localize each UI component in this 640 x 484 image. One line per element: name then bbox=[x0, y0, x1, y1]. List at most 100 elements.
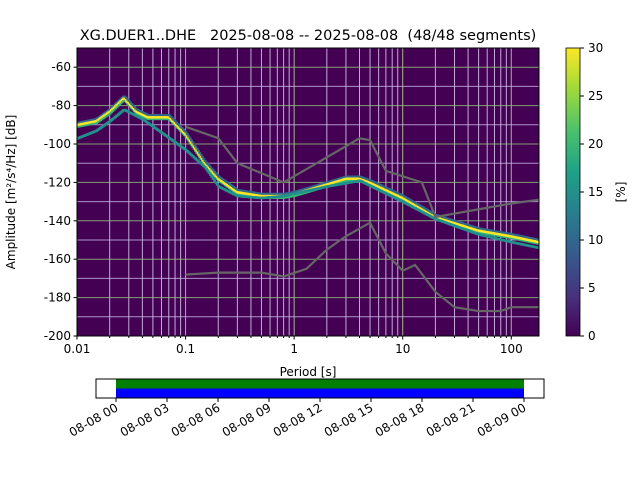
ppsd-bin bbox=[203, 160, 207, 163]
y-tick-label: -160 bbox=[44, 252, 71, 266]
ppsd-bin bbox=[196, 149, 200, 152]
ppsd-bin-secondary bbox=[211, 177, 215, 180]
ppsd-bin bbox=[202, 157, 206, 160]
chart-title: XG.DUER1..DHE 2025-08-08 -- 2025-08-08 (… bbox=[80, 28, 537, 44]
colorbar-tick-label: 0 bbox=[588, 329, 596, 343]
x-tick-label: 0.01 bbox=[64, 342, 91, 356]
ppsd-bin bbox=[191, 141, 195, 144]
ppsd-bin bbox=[198, 151, 202, 154]
colorbar-tick-label: 10 bbox=[588, 233, 603, 247]
ppsd-bin bbox=[195, 147, 199, 150]
ppsd-bin bbox=[210, 167, 214, 170]
y-tick-label: -200 bbox=[44, 329, 71, 343]
timeline-tick-label: 08-08 06 bbox=[169, 400, 223, 439]
ppsd-bin bbox=[124, 97, 128, 100]
ppsd-bin-secondary bbox=[214, 181, 218, 184]
ppsd-bin bbox=[537, 238, 539, 241]
ppsd-bin bbox=[113, 107, 117, 110]
y-tick-label: -80 bbox=[51, 99, 71, 113]
ppsd-bin-secondary bbox=[207, 171, 211, 175]
timeline-tick-label: 08-08 21 bbox=[424, 400, 478, 439]
ppsd-bin-mode bbox=[537, 240, 539, 244]
colorbar-tick-label: 20 bbox=[588, 137, 603, 151]
ppsd-bin bbox=[128, 101, 132, 104]
ppsd-bin bbox=[131, 104, 135, 107]
ppsd-bin bbox=[184, 131, 188, 134]
x-tick-label: 0.1 bbox=[176, 342, 195, 356]
ppsd-bin-secondary bbox=[537, 246, 539, 250]
ppsd-bin bbox=[180, 127, 184, 130]
ppsd-bin bbox=[126, 98, 130, 101]
colorbar-tick-label: 15 bbox=[588, 185, 603, 199]
ppsd-bin bbox=[206, 163, 210, 166]
timeline-tick-label: 08-08 03 bbox=[118, 400, 172, 439]
ppsd-bin bbox=[179, 125, 183, 128]
ppsd-bin bbox=[175, 121, 179, 124]
y-tick-label: -140 bbox=[44, 214, 71, 228]
ppsd-bin-secondary bbox=[210, 175, 214, 178]
ppsd-bin bbox=[172, 118, 176, 121]
colorbar-tick-label: 25 bbox=[588, 89, 603, 103]
ppsd-bin bbox=[177, 124, 181, 127]
ppsd-bin bbox=[134, 107, 138, 110]
timeline-tick-label: 08-08 09 bbox=[220, 400, 274, 439]
ppsd-bin bbox=[215, 173, 219, 176]
ppsd-bin bbox=[213, 170, 217, 173]
y-tick-label: -60 bbox=[51, 60, 71, 74]
ppsd-bin bbox=[537, 242, 539, 245]
timeline-tick-label: 08-08 12 bbox=[271, 400, 325, 439]
noise-model-NLNM bbox=[185, 221, 539, 313]
x-axis-label: Period [s] bbox=[280, 365, 337, 379]
ppsd-bin bbox=[118, 103, 122, 106]
ppsd-bin bbox=[173, 120, 177, 123]
ppsd-bin bbox=[185, 133, 189, 136]
timeline-processed-bar bbox=[116, 388, 524, 398]
ppsd-bin bbox=[192, 143, 196, 146]
ppsd-bin bbox=[111, 109, 115, 112]
y-tick-label: -100 bbox=[44, 137, 71, 151]
ppsd-bin-secondary bbox=[208, 173, 212, 177]
ppsd-bin bbox=[187, 135, 191, 138]
ppsd-bin bbox=[200, 155, 204, 158]
ppsd-bin bbox=[169, 116, 173, 119]
ppsd-bin bbox=[189, 139, 193, 142]
timeline-tick-label: 08-08 00 bbox=[67, 400, 121, 439]
colorbar-label: [%] bbox=[614, 182, 628, 203]
ppsd-bin bbox=[120, 100, 124, 103]
ppsd-bin bbox=[109, 111, 113, 114]
ppsd-bin bbox=[132, 106, 136, 109]
ppsd-bin bbox=[211, 169, 215, 172]
plot-frame bbox=[76, 47, 540, 337]
noise-model-NHNM bbox=[185, 125, 539, 219]
ppsd-bin bbox=[108, 112, 112, 115]
colorbar-tick-label: 30 bbox=[588, 41, 603, 55]
ppsd-bin bbox=[112, 108, 116, 111]
ppsd-bin bbox=[168, 114, 172, 117]
ppsd-bin bbox=[199, 153, 203, 156]
timeline-data-bar bbox=[116, 379, 524, 389]
ppsd-bin bbox=[115, 106, 119, 109]
timeline-tick-label: 08-08 18 bbox=[373, 400, 427, 439]
timeline-tick-label: 08-09 00 bbox=[475, 400, 529, 439]
ppsd-bin bbox=[170, 117, 174, 120]
ppsd-bin bbox=[194, 145, 198, 148]
y-tick-label: -180 bbox=[44, 291, 71, 305]
ppsd-bin bbox=[130, 103, 134, 106]
ppsd-bin bbox=[208, 166, 212, 169]
ppsd-bin bbox=[204, 161, 208, 164]
ppsd-bin bbox=[176, 123, 180, 126]
ppsd-bin bbox=[207, 164, 211, 167]
colorbar bbox=[565, 47, 581, 337]
y-axis-label: Amplitude [m²/s⁴/Hz] [dB] bbox=[4, 115, 18, 270]
ppsd-bin bbox=[183, 130, 187, 133]
timeline-tick-label: 08-08 15 bbox=[322, 400, 376, 439]
ppsd-bin bbox=[188, 137, 192, 140]
ppsd-bin bbox=[116, 104, 120, 107]
x-tick-label: 100 bbox=[500, 342, 523, 356]
ppsd-bin bbox=[123, 95, 127, 98]
ppsd-bin bbox=[217, 175, 221, 178]
ppsd-bin bbox=[214, 172, 218, 175]
ppsd-bin bbox=[119, 102, 123, 105]
x-tick-label: 1 bbox=[290, 342, 298, 356]
